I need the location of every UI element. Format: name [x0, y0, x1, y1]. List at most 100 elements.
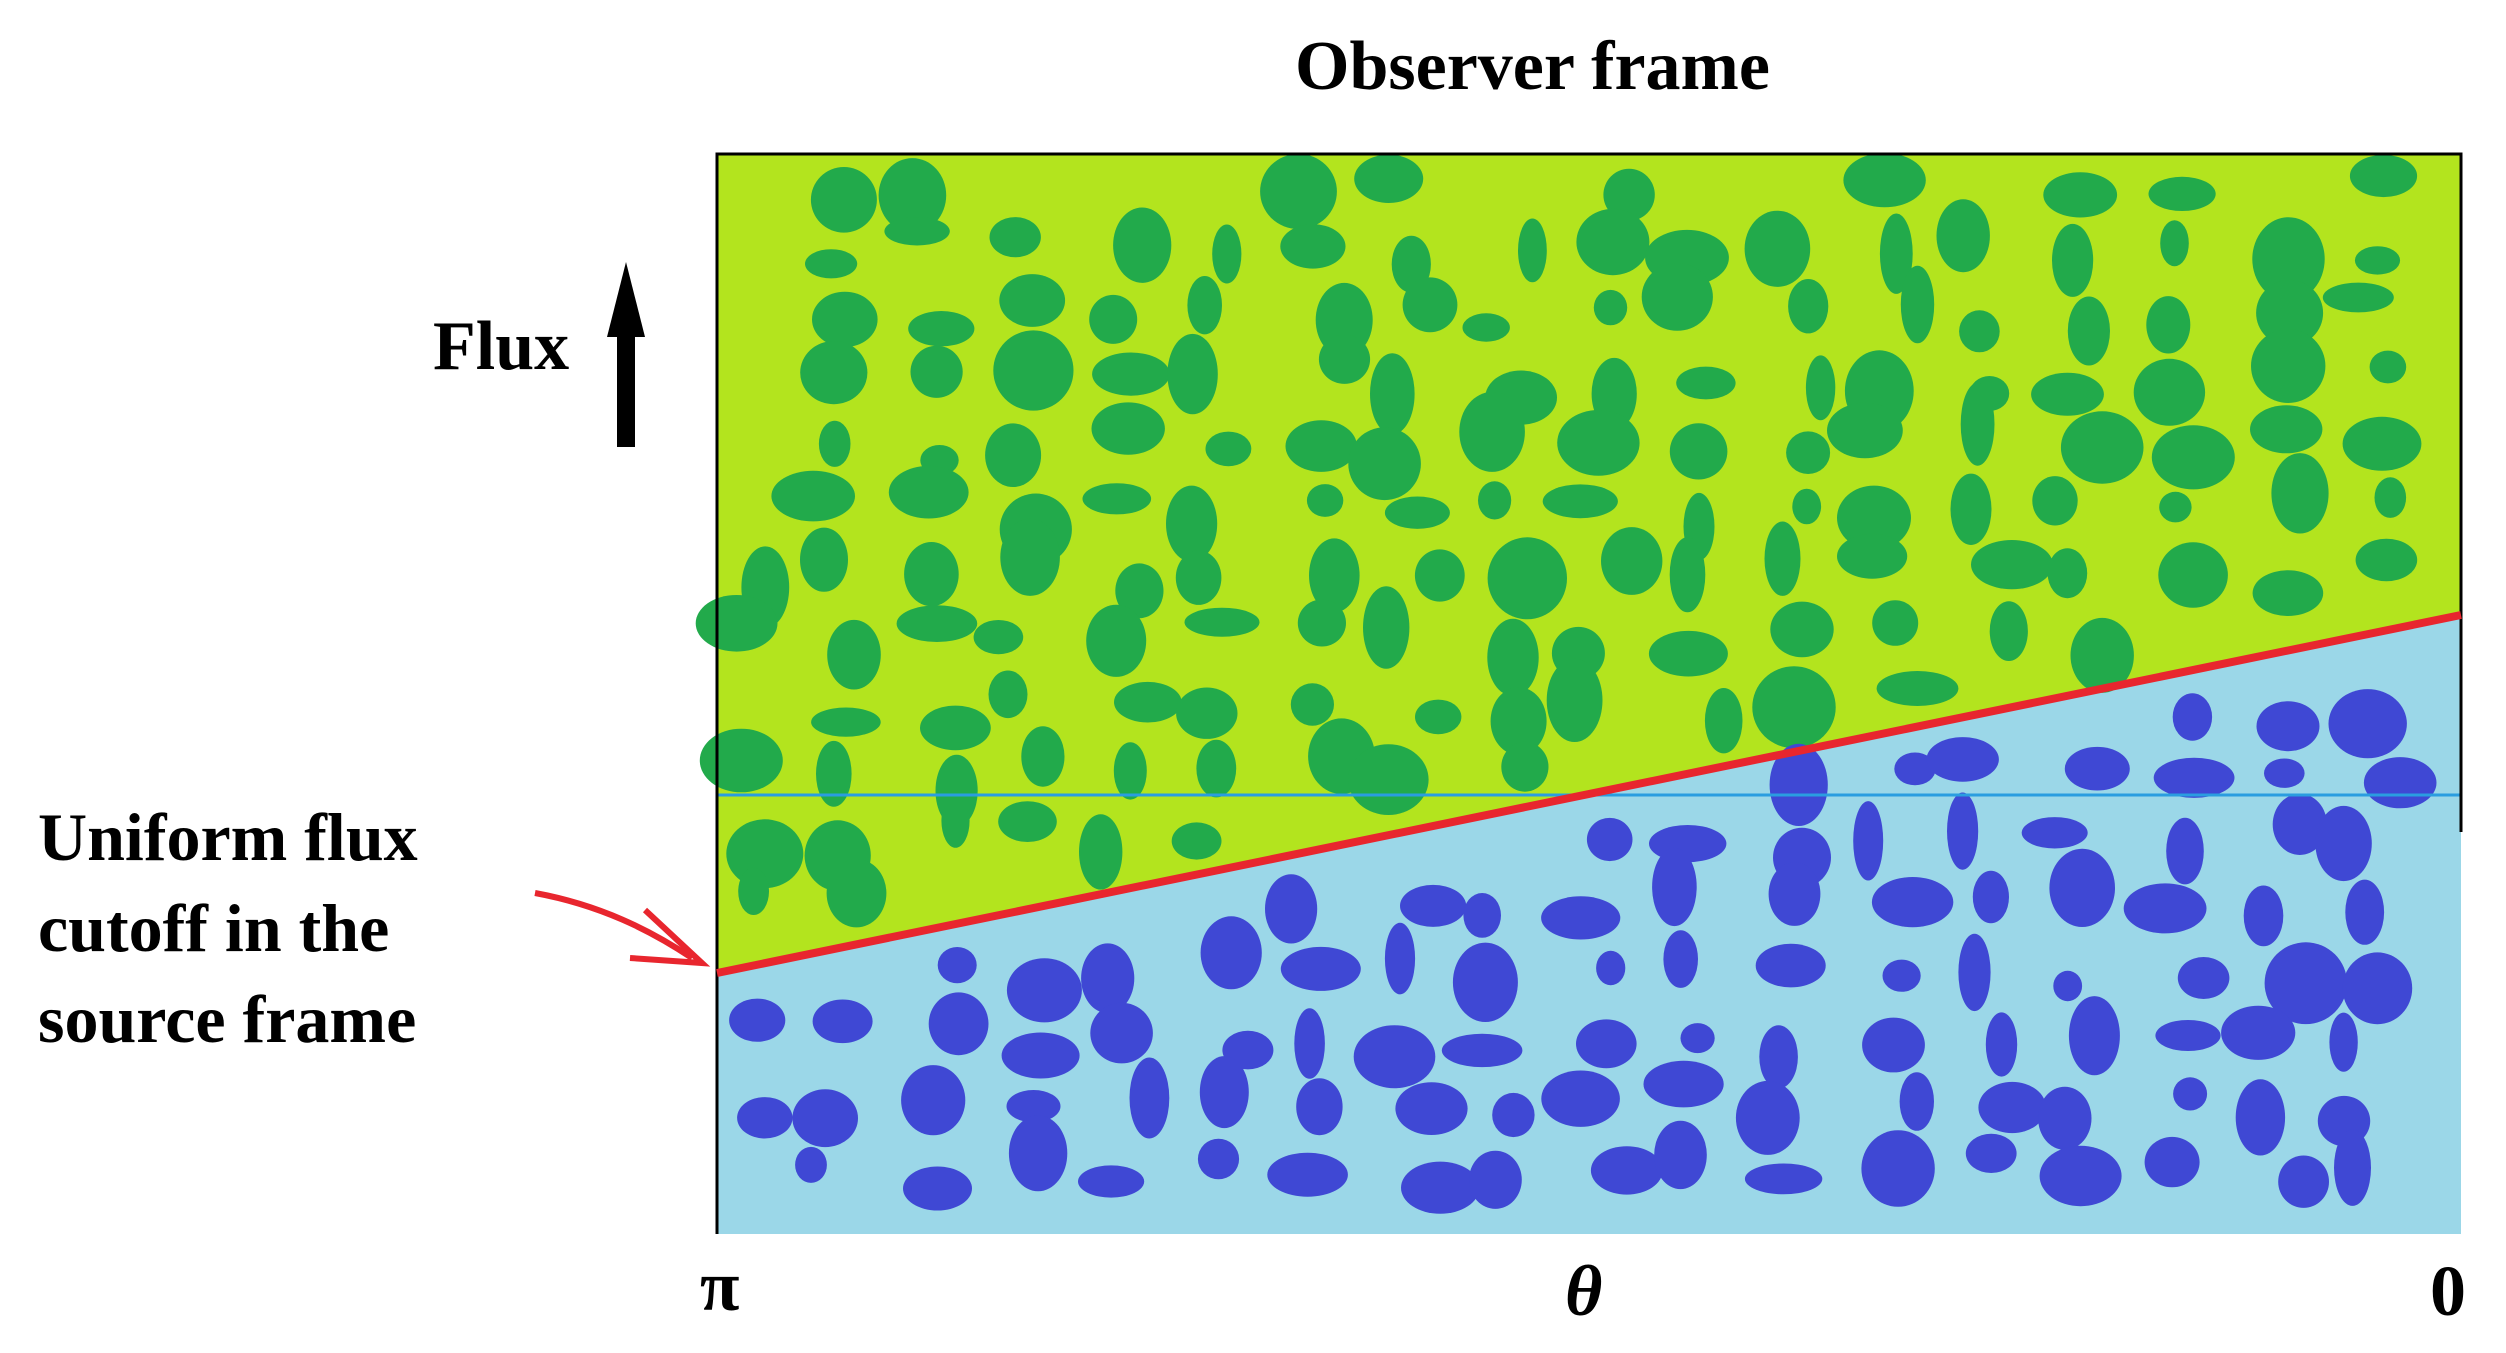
green-spot	[1285, 420, 1357, 472]
blue-spot	[1978, 1081, 2046, 1134]
blue-spot	[1744, 1163, 1823, 1195]
blue-spot	[2123, 883, 2207, 934]
green-spot	[988, 670, 1028, 719]
green-spot	[908, 311, 975, 347]
green-spot	[1354, 154, 1424, 203]
green-spot	[941, 793, 970, 848]
blue-spot	[2221, 1005, 2296, 1060]
blue-spot	[1853, 801, 1884, 881]
green-spot	[2052, 223, 2094, 297]
blue-spot	[2334, 1129, 2371, 1206]
green-spot	[1414, 549, 1465, 602]
blue-spot	[1006, 958, 1082, 1023]
green-spot	[2067, 296, 2110, 366]
green-spot	[985, 423, 1042, 488]
green-spot	[1704, 688, 1743, 754]
green-spot	[1487, 537, 1568, 620]
green-spot	[1752, 666, 1836, 749]
green-spot	[1415, 699, 1462, 735]
green-spot	[2369, 350, 2407, 384]
green-spot	[1546, 658, 1603, 742]
cutoff-label-line-3: source frame	[38, 981, 417, 1057]
blue-spot	[1296, 1078, 1343, 1136]
green-spot	[1167, 333, 1218, 415]
blue-spot	[2039, 1145, 2122, 1207]
green-spot	[810, 167, 877, 233]
green-spot	[800, 341, 868, 405]
blue-spot	[2038, 1086, 2092, 1150]
blue-spot	[1972, 870, 2009, 924]
blue-spot	[1463, 893, 1501, 938]
green-spot	[2252, 217, 2325, 301]
green-spot	[1184, 607, 1260, 637]
green-spot	[1297, 599, 1346, 647]
tick-label-pi: π	[700, 1246, 740, 1326]
green-spot	[2133, 358, 2206, 426]
blue-spot	[1965, 1133, 2017, 1173]
green-spot	[1837, 485, 1911, 551]
green-spot	[1936, 199, 1990, 273]
green-spot	[2032, 476, 2078, 526]
green-spot	[1669, 423, 1728, 480]
flux-label: Flux	[433, 308, 570, 385]
green-spot	[888, 465, 969, 519]
green-spot	[999, 274, 1066, 327]
cutoff-label: Uniform flux cutoff in the source frame	[38, 792, 418, 1065]
green-spot	[1212, 224, 1242, 284]
blue-spot	[1384, 922, 1416, 995]
green-spot	[1176, 687, 1238, 739]
green-spot	[1384, 496, 1450, 529]
green-spot	[998, 801, 1057, 842]
green-spot	[2043, 172, 2118, 218]
green-spot	[1021, 726, 1065, 787]
green-spot	[1309, 538, 1360, 613]
green-spot	[1089, 294, 1138, 344]
blue-spot	[2177, 957, 2230, 999]
green-spot	[1171, 822, 1222, 860]
blue-spot	[1199, 1056, 1249, 1129]
green-spot	[1770, 601, 1834, 658]
blue-spot	[2155, 1020, 2221, 1051]
pointer-arrow	[534, 890, 711, 967]
blue-spot	[1006, 1090, 1061, 1123]
green-spot	[1290, 683, 1334, 726]
tick-label-theta: θ	[1565, 1251, 1603, 1331]
blue-spot	[792, 1089, 858, 1148]
blue-spot	[1129, 1057, 1170, 1139]
blue-spot	[2173, 1077, 2208, 1111]
green-spot	[2146, 296, 2191, 354]
blue-spot	[901, 1065, 966, 1136]
green-spot	[818, 420, 851, 467]
green-spot	[1786, 431, 1831, 475]
blue-spot	[1353, 1025, 1436, 1089]
green-spot	[726, 819, 804, 889]
blue-spot	[1861, 1130, 1935, 1207]
blue-spot	[2064, 746, 2130, 791]
blue-spot	[1862, 1017, 1925, 1073]
green-spot	[1490, 687, 1547, 756]
blue-spot	[2235, 1079, 2286, 1156]
green-spot	[1593, 289, 1628, 326]
green-spot	[1000, 518, 1060, 596]
blue-spot	[1871, 877, 1954, 928]
green-spot	[884, 217, 950, 246]
green-spot	[2322, 282, 2394, 313]
blue-spot	[1654, 1120, 1707, 1190]
green-spot	[1113, 207, 1172, 283]
green-spot	[1459, 391, 1525, 472]
blue-spot	[1735, 1080, 1800, 1155]
green-spot	[973, 620, 1024, 655]
blue-spot	[1280, 946, 1361, 991]
blue-spot	[2315, 805, 2372, 882]
green-spot	[816, 740, 852, 807]
green-spot	[1603, 168, 1655, 221]
green-spot	[878, 158, 947, 233]
green-spot	[1601, 527, 1663, 595]
green-spot	[1091, 402, 1165, 455]
green-spot	[2148, 176, 2216, 211]
green-spot	[1370, 353, 1415, 435]
blue-spot	[2144, 1136, 2200, 1188]
green-spot	[1805, 355, 1836, 421]
green-spot	[1318, 334, 1371, 384]
green-spot	[1260, 153, 1337, 230]
